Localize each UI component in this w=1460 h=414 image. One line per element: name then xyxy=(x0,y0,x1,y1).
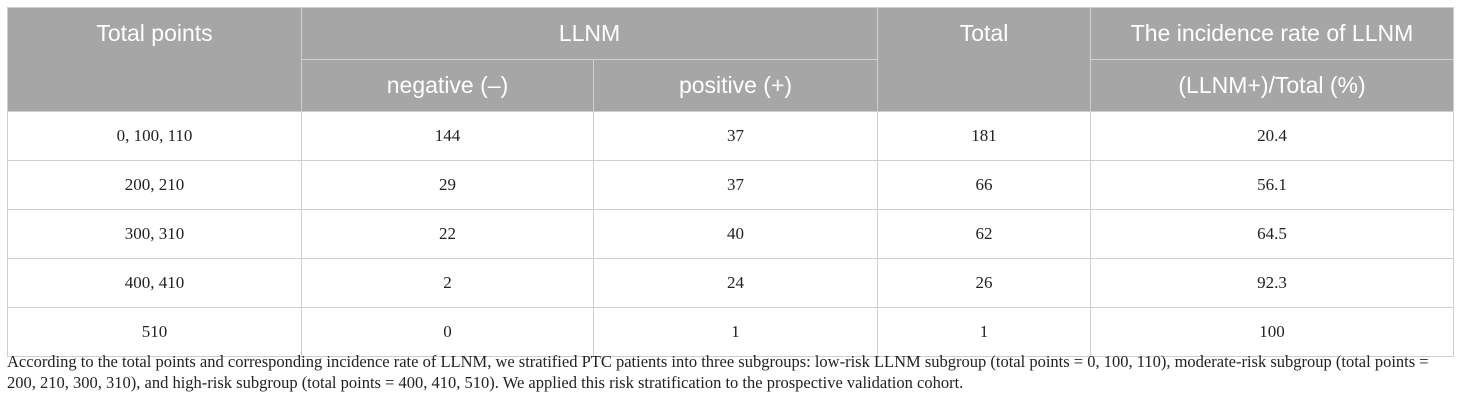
table-header: Total points LLNM Total The incidence ra… xyxy=(7,7,1455,112)
header-negative: negative (–) xyxy=(301,59,594,112)
header-total: Total xyxy=(877,7,1092,112)
cell-total: 62 xyxy=(877,209,1092,259)
cell-points: 400, 410 xyxy=(7,258,302,308)
header-positive: positive (+) xyxy=(592,59,879,112)
table-row: 300, 310 22 40 62 64.5 xyxy=(7,209,1455,259)
cell-total: 26 xyxy=(877,258,1092,308)
cell-points: 200, 210 xyxy=(7,160,302,210)
cell-positive: 1 xyxy=(592,307,879,357)
data-table-container: Total points LLNM Total The incidence ra… xyxy=(7,7,1455,357)
cell-negative: 22 xyxy=(301,209,594,259)
header-incidence-formula: (LLNM+)/Total (%) xyxy=(1090,59,1455,112)
cell-rate: 64.5 xyxy=(1090,209,1455,259)
cell-positive: 37 xyxy=(592,160,879,210)
cell-rate: 56.1 xyxy=(1090,160,1455,210)
llnm-incidence-table: Total points LLNM Total The incidence ra… xyxy=(7,7,1455,357)
header-total-points: Total points xyxy=(7,7,302,112)
header-row-1: Total points LLNM Total The incidence ra… xyxy=(7,7,1455,112)
table-footnote: According to the total points and corres… xyxy=(7,352,1429,392)
cell-rate: 20.4 xyxy=(1090,111,1455,161)
cell-points: 300, 310 xyxy=(7,209,302,259)
cell-rate: 100 xyxy=(1090,307,1455,357)
cell-rate: 92.3 xyxy=(1090,258,1455,308)
table-row: 200, 210 29 37 66 56.1 xyxy=(7,160,1455,210)
table-row: 0, 100, 110 144 37 181 20.4 xyxy=(7,111,1455,161)
header-llnm: LLNM xyxy=(300,7,879,60)
cell-total: 66 xyxy=(877,160,1092,210)
table-row: 510 0 1 1 100 xyxy=(7,307,1455,357)
cell-negative: 144 xyxy=(301,111,594,161)
cell-negative: 29 xyxy=(301,160,594,210)
cell-positive: 37 xyxy=(592,111,879,161)
table-body: 0, 100, 110 144 37 181 20.4 200, 210 29 … xyxy=(7,111,1455,357)
cell-total: 181 xyxy=(877,111,1092,161)
cell-points: 0, 100, 110 xyxy=(7,111,302,161)
cell-total: 1 xyxy=(877,307,1092,357)
cell-points: 510 xyxy=(7,307,302,357)
cell-positive: 40 xyxy=(592,209,879,259)
cell-negative: 0 xyxy=(301,307,594,357)
cell-positive: 24 xyxy=(592,258,879,308)
cell-negative: 2 xyxy=(301,258,594,308)
table-row: 400, 410 2 24 26 92.3 xyxy=(7,258,1455,308)
header-incidence-title: The incidence rate of LLNM xyxy=(1090,7,1455,60)
header-row-2: negative (–) positive (+) (LLNM+)/Total … xyxy=(8,59,1455,112)
